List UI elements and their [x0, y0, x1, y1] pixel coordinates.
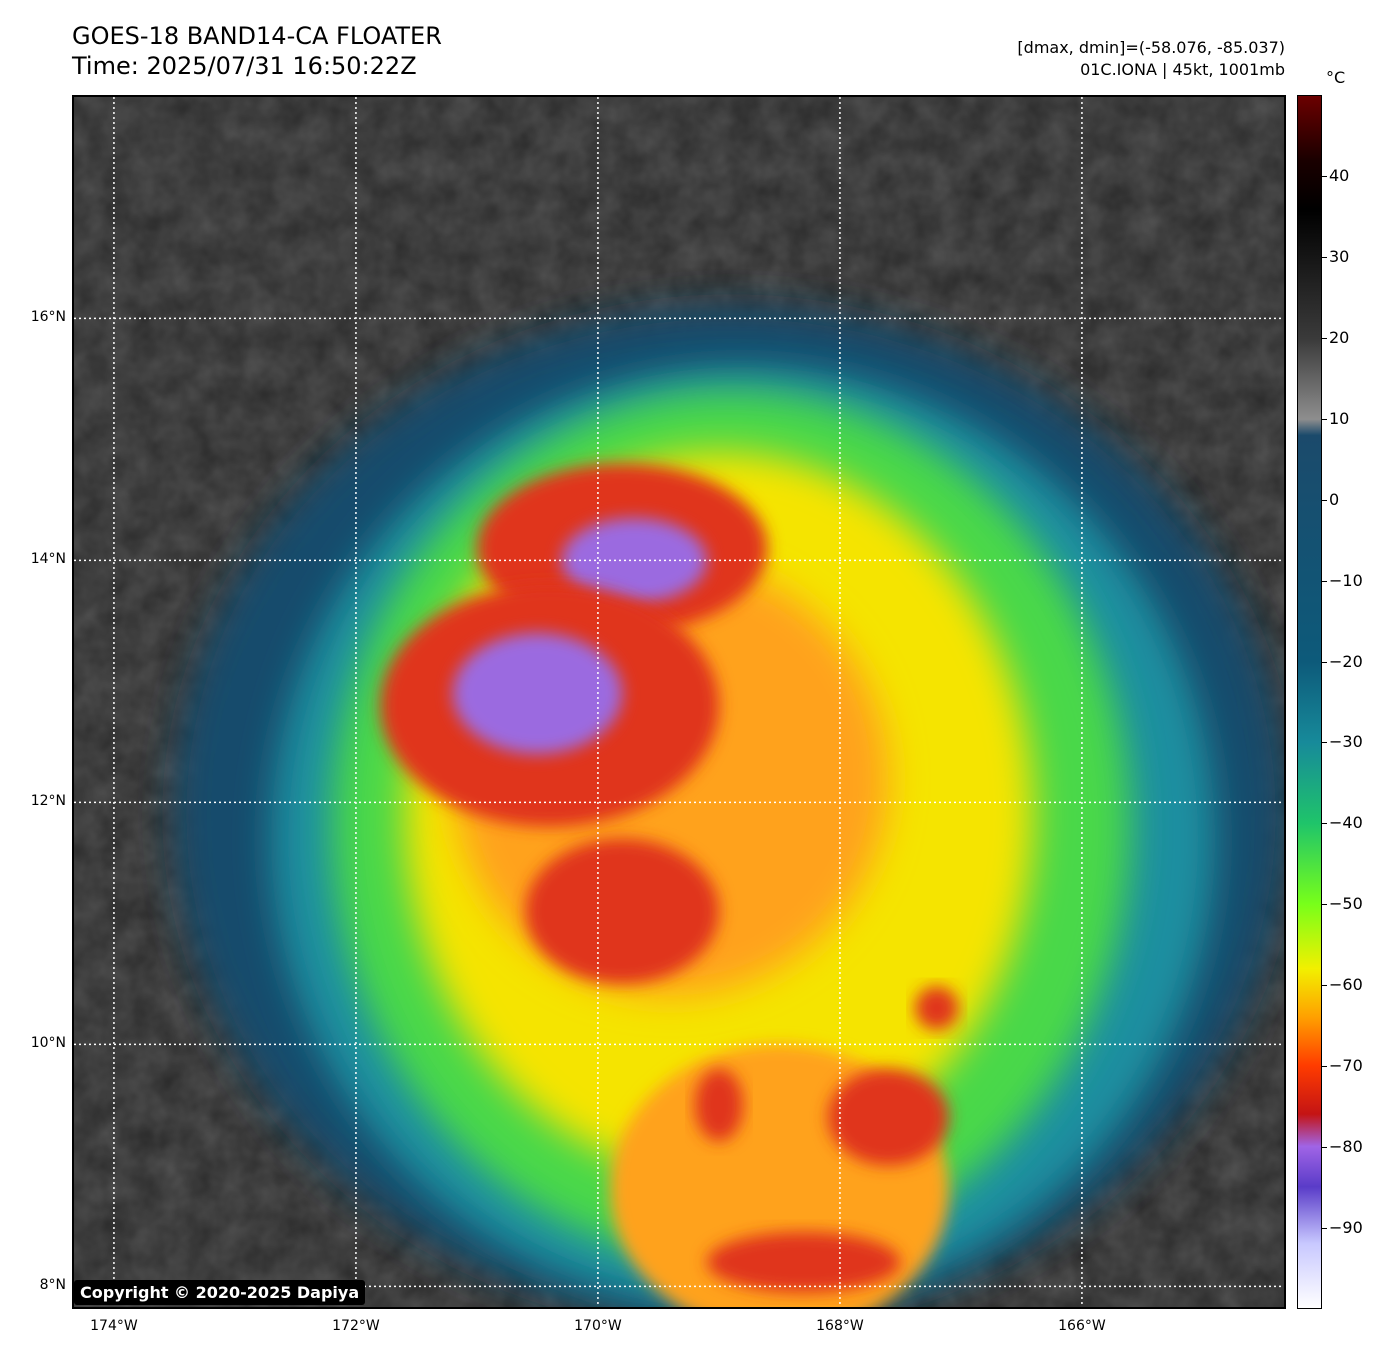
map-canvas: [74, 97, 1284, 1307]
cloud-features: [174, 306, 1284, 1307]
storm-info-label: 01C.IONA | 45kt, 1001mb: [1080, 60, 1285, 79]
cloud-main-cell-top: [452, 633, 623, 755]
cloud-southern-cell-1: [706, 1231, 901, 1293]
cloud-isolated-cell: [914, 986, 959, 1030]
colorbar-tick: [1322, 985, 1327, 987]
colorbar-tick-label: 40: [1329, 165, 1350, 185]
colorbar-tick-label: −60: [1329, 975, 1363, 995]
time-label: Time: 2025/07/31 16:50:22Z: [72, 52, 417, 80]
colorbar-tick-label: 30: [1329, 246, 1350, 266]
satellite-map: [72, 95, 1286, 1309]
colorbar-tick: [1322, 904, 1327, 906]
chart-title: GOES-18 BAND14-CA FLOATER: [72, 22, 442, 50]
colorbar-tick: [1322, 1228, 1327, 1230]
lon-label: 170°W: [574, 1318, 622, 1334]
lat-label: 12°N: [30, 793, 66, 810]
colorbar-tick-label: 0: [1329, 489, 1340, 509]
colorbar-unit: °C: [1326, 68, 1346, 87]
colorbar-tick: [1322, 580, 1327, 582]
cloud-southern-cell-2: [694, 1068, 744, 1142]
colorbar-tick-label: −90: [1329, 1218, 1363, 1238]
colorbar-tick-label: −70: [1329, 1056, 1363, 1076]
lon-label: 168°W: [816, 1318, 864, 1334]
copyright-label: Copyright © 2020-2025 Dapiya: [74, 1280, 366, 1305]
cloud-south-cell: [525, 838, 719, 984]
colorbar-tick-label: −50: [1329, 894, 1363, 914]
colorbar: [1297, 95, 1322, 1309]
colorbar-tick-label: −80: [1329, 1137, 1363, 1157]
colorbar-tick: [1322, 337, 1327, 339]
colorbar-tick-label: −40: [1329, 813, 1363, 833]
colorbar-tick: [1322, 256, 1327, 258]
colorbar-tick-label: −10: [1329, 570, 1363, 590]
lon-label: 174°W: [90, 1318, 138, 1334]
lat-label: 14°N: [30, 551, 66, 568]
colorbar-tick-label: 10: [1329, 408, 1350, 428]
colorbar-tick: [1322, 1066, 1327, 1068]
colorbar-tick: [1322, 661, 1327, 663]
lon-label: 166°W: [1058, 1318, 1106, 1334]
colorbar-tick: [1322, 499, 1327, 501]
dmax-dmin-label: [dmax, dmin]=(-58.076, -85.037): [1017, 38, 1285, 57]
colorbar-tick-label: −20: [1329, 651, 1363, 671]
lat-label: 8°N: [39, 1277, 66, 1294]
colorbar-tick: [1322, 418, 1327, 420]
lat-label: 16°N: [30, 309, 66, 326]
colorbar-tick: [1322, 823, 1327, 825]
colorbar-tick-label: −30: [1329, 732, 1363, 752]
colorbar-tick: [1322, 1147, 1327, 1149]
lon-label: 172°W: [332, 1318, 380, 1334]
graticule: [74, 97, 1284, 1307]
lat-label: 10°N: [30, 1035, 66, 1052]
cloud-southern-cell-3: [827, 1068, 949, 1166]
colorbar-tick: [1322, 175, 1327, 177]
colorbar-tick: [1322, 742, 1327, 744]
colorbar-tick-label: 20: [1329, 327, 1350, 347]
